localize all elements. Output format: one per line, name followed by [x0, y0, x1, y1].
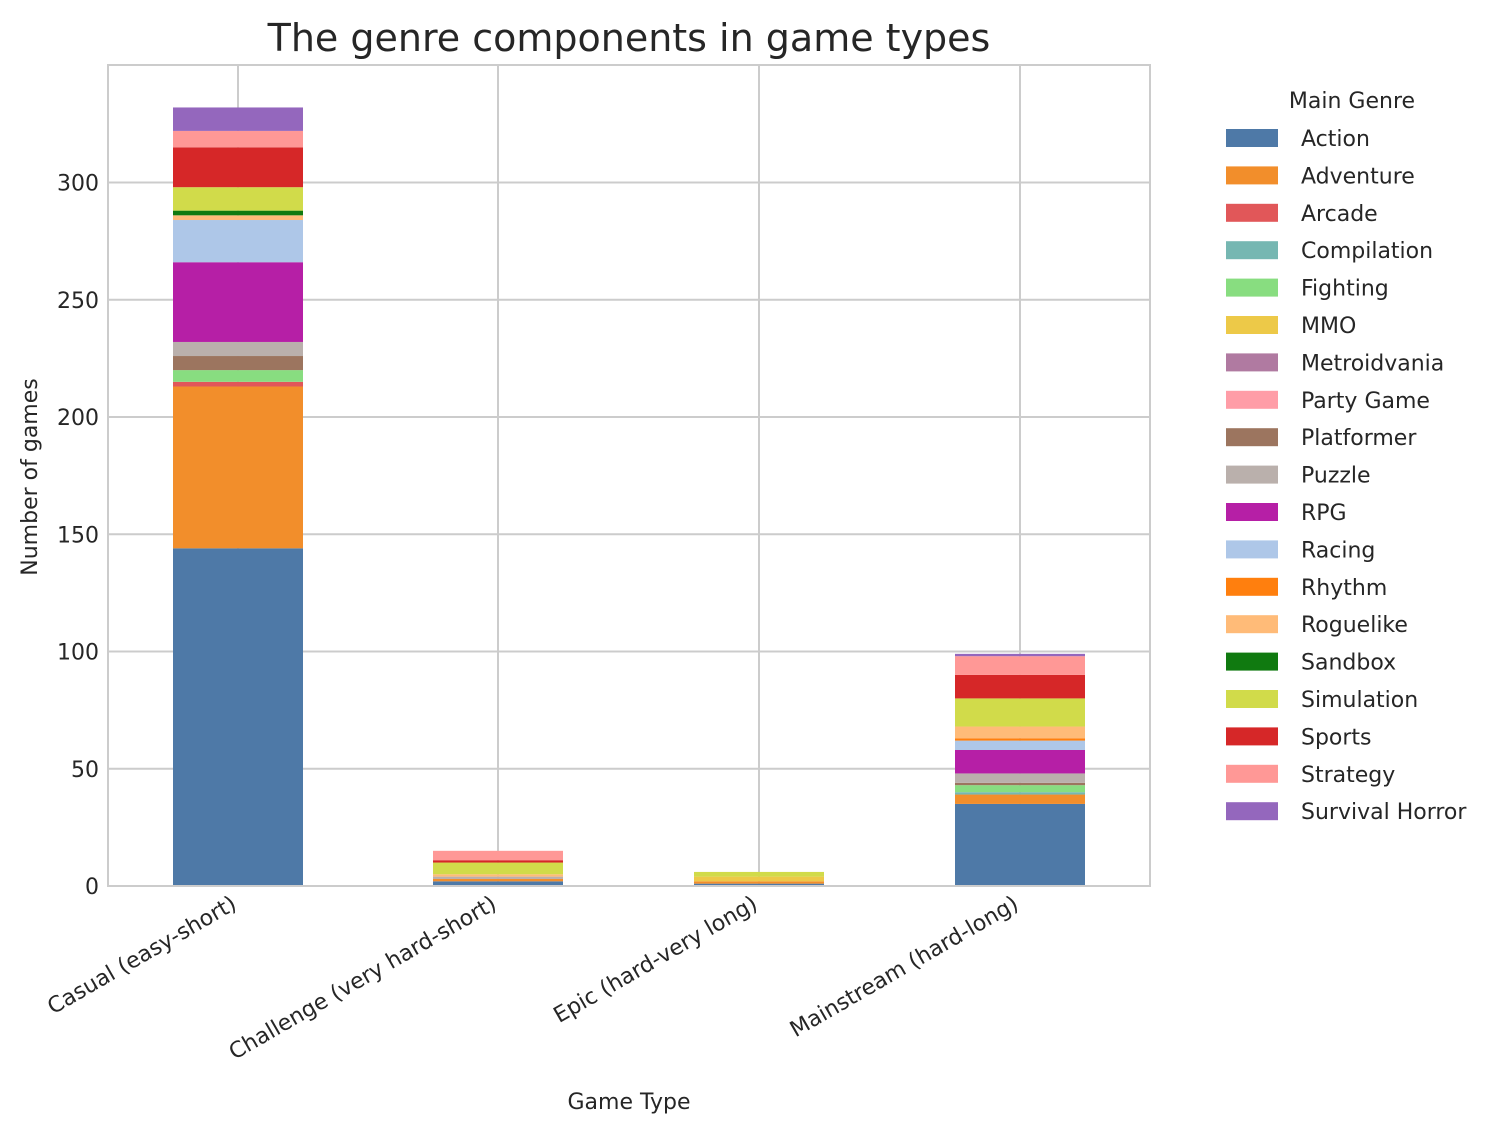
- bar-segment: [173, 187, 303, 211]
- bar-segment: [173, 356, 303, 371]
- y-tick-label: 100: [57, 641, 99, 666]
- bar-segment: [433, 881, 563, 886]
- y-axis-label: Number of games: [18, 378, 43, 575]
- legend-swatch: [1226, 278, 1278, 297]
- bar-segment: [955, 785, 1085, 793]
- bar-segment: [433, 874, 563, 877]
- legend-swatch: [1226, 727, 1278, 746]
- legend-entry-label: Compilation: [1301, 239, 1433, 264]
- x-tick-label: Mainstream (hard-long): [786, 892, 1023, 1043]
- bar-segment: [955, 656, 1085, 675]
- bar-segment: [433, 862, 563, 875]
- bar-segment: [173, 386, 303, 549]
- legend-entry-label: Strategy: [1301, 763, 1395, 788]
- bar-segment: [955, 726, 1085, 739]
- x-axis-label: Game Type: [567, 1090, 690, 1115]
- bar-segment: [433, 850, 563, 861]
- legend-entry-label: RPG: [1301, 501, 1347, 526]
- legend-swatch: [1226, 802, 1278, 821]
- legend-swatch: [1226, 540, 1278, 559]
- legend-swatch: [1226, 764, 1278, 783]
- legend-entry-label: Adventure: [1301, 164, 1415, 189]
- legend-entry-label: Party Game: [1301, 389, 1430, 414]
- y-tick-label: 150: [57, 523, 99, 548]
- bar-segment: [173, 262, 303, 342]
- bar-segment: [173, 107, 303, 131]
- legend-entry-label: Sandbox: [1301, 651, 1396, 676]
- legend-entry-label: Puzzle: [1301, 464, 1371, 489]
- legend-swatch: [1226, 615, 1278, 634]
- bar-segment: [173, 370, 303, 382]
- legend-swatch: [1226, 166, 1278, 185]
- bar-segment: [694, 881, 824, 884]
- legend: Main Genre Action Adventure Arcade Compilat…: [1226, 89, 1467, 825]
- bar-segment: [955, 803, 1085, 886]
- legend-entry-label: Action: [1301, 127, 1370, 152]
- x-tick-label: Epic (hard-very long): [550, 892, 762, 1029]
- bar-segment: [173, 210, 303, 216]
- legend-swatch: [1226, 465, 1278, 484]
- bar-segment: [694, 876, 824, 882]
- bar-segment: [955, 782, 1085, 786]
- bar-segment: [173, 341, 303, 357]
- legend-entry-label: Racing: [1301, 538, 1375, 563]
- legend-swatch: [1226, 428, 1278, 447]
- legend-swatch: [1226, 129, 1278, 147]
- y-tick-label: 300: [57, 172, 99, 197]
- bar-segment: [173, 381, 303, 387]
- legend-entry-label: Arcade: [1301, 202, 1378, 227]
- bar-segment: [955, 773, 1085, 783]
- bar-segment: [955, 749, 1085, 774]
- legend-swatch: [1226, 203, 1278, 222]
- y-tick-label: 250: [57, 289, 99, 314]
- bar-segment: [955, 674, 1085, 699]
- bar-segment: [173, 130, 303, 148]
- legend-swatch: [1226, 690, 1278, 708]
- y-tick-label: 50: [71, 758, 99, 783]
- legend-swatch: [1226, 316, 1278, 334]
- legend-title: Main Genre: [1289, 89, 1415, 114]
- legend-swatch: [1226, 503, 1278, 521]
- bar-segment: [955, 698, 1085, 727]
- legend-entry-label: Sports: [1301, 725, 1372, 750]
- bar-segment: [173, 215, 303, 221]
- legend-entry-label: Metroidvania: [1301, 351, 1444, 376]
- bar-segment: [694, 871, 824, 877]
- bar-segment: [173, 147, 303, 188]
- bar-segment: [955, 794, 1085, 804]
- legend-entry-label: MMO: [1301, 314, 1356, 339]
- legend-swatch: [1226, 577, 1278, 596]
- legend-entry-label: Fighting: [1301, 277, 1389, 302]
- x-tick-label: Challenge (very hard-short): [225, 892, 501, 1066]
- legend-entry-label: Roguelike: [1301, 613, 1408, 638]
- bar-segment: [173, 220, 303, 263]
- legend-entry-label: Platformer: [1301, 426, 1417, 451]
- bar-segment: [955, 792, 1085, 795]
- legend-swatch: [1226, 390, 1278, 409]
- chart-title: The genre components in game types: [267, 16, 991, 60]
- bar-segment: [955, 653, 1085, 657]
- legend-entry-label: Simulation: [1301, 688, 1418, 713]
- legend-swatch: [1226, 241, 1278, 260]
- bar-segment: [955, 738, 1085, 741]
- bar-segment: [433, 860, 563, 863]
- legend-entry-label: Survival Horror: [1301, 800, 1467, 825]
- legend-swatch: [1226, 353, 1278, 372]
- bar-segment: [173, 548, 303, 886]
- bar-segment: [955, 740, 1085, 750]
- y-tick-label: 200: [57, 406, 99, 431]
- y-tick-label: 0: [85, 875, 99, 900]
- bar-segment: [694, 883, 824, 886]
- x-tick-label: Casual (easy-short): [44, 892, 241, 1020]
- bar-segment: [433, 878, 563, 882]
- plot-frame: [107, 64, 1151, 887]
- bar-segment: [433, 876, 563, 879]
- legend-entry-label: Rhythm: [1301, 576, 1387, 601]
- bars: [173, 107, 1085, 886]
- legend-swatch: [1226, 652, 1278, 671]
